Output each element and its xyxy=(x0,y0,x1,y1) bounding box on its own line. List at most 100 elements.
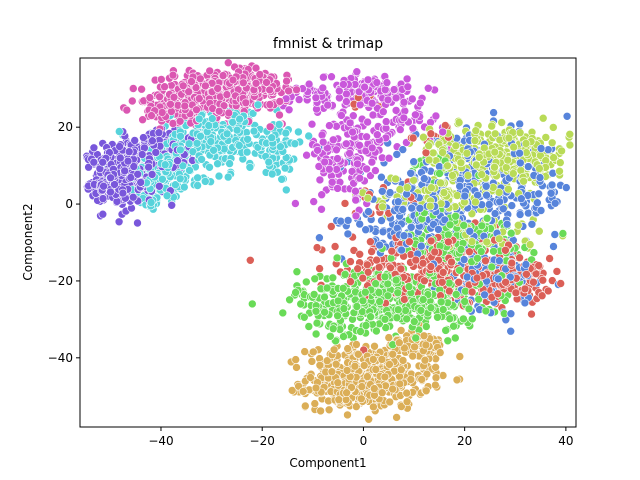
x-axis-title: Component1 xyxy=(289,456,366,470)
data-point xyxy=(501,163,511,172)
data-point xyxy=(449,321,458,331)
data-point xyxy=(317,130,327,140)
data-point xyxy=(332,165,341,174)
data-point xyxy=(262,78,271,87)
data-point xyxy=(157,108,167,117)
data-point xyxy=(353,349,363,359)
data-point xyxy=(355,250,365,259)
data-point xyxy=(398,356,408,365)
data-point xyxy=(343,344,353,353)
data-point xyxy=(196,132,205,141)
data-point xyxy=(481,256,490,266)
data-point xyxy=(547,276,557,285)
data-point xyxy=(275,97,285,106)
data-point xyxy=(281,185,291,195)
data-point xyxy=(304,322,314,331)
data-point xyxy=(443,161,452,171)
data-point xyxy=(377,187,387,196)
data-point xyxy=(396,365,406,375)
data-point xyxy=(532,198,542,207)
data-point xyxy=(435,169,444,178)
data-point xyxy=(368,355,378,364)
data-point xyxy=(445,220,455,230)
data-point xyxy=(438,127,448,137)
data-point xyxy=(482,214,492,223)
data-point xyxy=(426,303,436,313)
data-point xyxy=(494,256,504,266)
data-point xyxy=(302,150,311,160)
data-point xyxy=(490,129,500,139)
data-point xyxy=(351,195,361,205)
data-point xyxy=(357,382,367,391)
data-point xyxy=(284,105,294,115)
data-point xyxy=(555,167,564,176)
data-point xyxy=(372,255,381,265)
data-point xyxy=(477,170,487,179)
data-point xyxy=(176,132,185,141)
data-point xyxy=(375,297,384,306)
data-point xyxy=(312,243,322,252)
data-point xyxy=(489,108,498,117)
data-point xyxy=(245,163,255,172)
data-point xyxy=(274,120,284,129)
data-point xyxy=(377,172,386,182)
data-point xyxy=(426,262,436,271)
data-point xyxy=(477,221,487,231)
data-point xyxy=(525,240,535,249)
data-point xyxy=(339,304,349,313)
data-point xyxy=(336,216,346,226)
data-point xyxy=(402,397,412,407)
data-point xyxy=(419,331,429,341)
data-point xyxy=(364,207,373,216)
data-point xyxy=(556,279,566,288)
data-point xyxy=(327,72,336,81)
data-point xyxy=(380,314,390,324)
data-point xyxy=(342,97,351,106)
data-point xyxy=(402,388,412,398)
data-point xyxy=(426,129,436,138)
data-point xyxy=(493,289,503,299)
data-point xyxy=(550,199,560,208)
data-point xyxy=(374,262,384,272)
data-point xyxy=(417,375,427,384)
data-point xyxy=(222,129,232,139)
data-point xyxy=(192,105,201,115)
x-tick-label: −20 xyxy=(250,434,275,448)
data-point xyxy=(144,162,153,172)
data-point xyxy=(515,119,525,129)
data-point xyxy=(380,272,390,282)
data-point xyxy=(467,237,477,246)
data-point xyxy=(311,329,321,339)
data-point xyxy=(484,200,494,209)
data-point xyxy=(167,201,176,210)
data-point xyxy=(315,233,324,242)
data-point xyxy=(267,133,277,142)
data-point xyxy=(511,288,521,298)
data-point xyxy=(534,189,544,199)
data-point xyxy=(383,279,393,289)
data-point xyxy=(392,413,401,422)
data-point xyxy=(317,205,326,214)
data-point xyxy=(393,197,403,206)
data-point xyxy=(465,227,475,236)
data-point xyxy=(312,318,322,328)
data-point xyxy=(419,132,428,142)
data-point xyxy=(431,380,440,390)
data-point xyxy=(385,397,395,407)
data-point xyxy=(291,355,301,364)
data-point xyxy=(333,311,342,321)
data-point xyxy=(325,331,335,341)
data-point xyxy=(431,111,441,121)
data-point xyxy=(490,209,500,218)
data-point xyxy=(534,261,544,270)
data-point xyxy=(407,203,417,213)
data-point xyxy=(352,340,361,349)
data-point xyxy=(346,257,355,266)
data-point xyxy=(565,130,575,139)
data-point xyxy=(218,71,228,80)
data-point xyxy=(481,306,491,316)
data-point xyxy=(535,164,544,173)
data-point xyxy=(482,190,491,200)
data-point xyxy=(235,141,244,150)
